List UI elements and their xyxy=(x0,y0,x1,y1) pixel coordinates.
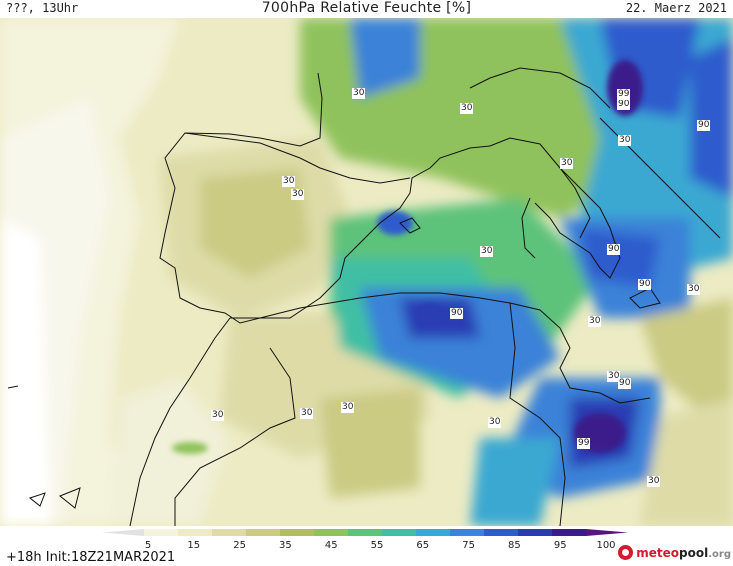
colorbar-tick-label: 65 xyxy=(416,540,429,550)
contour-label: 30 xyxy=(687,284,701,295)
colorbar-tick-label: 15 xyxy=(187,540,200,550)
meteopool-logo[interactable]: meteopool.org xyxy=(618,545,731,560)
contour-label: 90 xyxy=(450,308,464,319)
contour-label: 30 xyxy=(488,417,502,428)
colorbar-swatch xyxy=(178,529,213,536)
colorbar-swatch xyxy=(246,529,281,536)
contour-label: 30 xyxy=(618,135,632,146)
colorbar-tick-label: 75 xyxy=(462,540,475,550)
run-info: +18h Init:18Z21MAR2021 xyxy=(6,550,176,565)
contour-label: 30 xyxy=(588,316,602,327)
contour-label: 30 xyxy=(647,476,661,487)
contour-label: 30 xyxy=(282,176,296,187)
valid-time-label: ???, 13Uhr xyxy=(6,1,79,15)
contour-label: 99 xyxy=(577,438,591,449)
colorbar-swatch xyxy=(484,529,519,536)
colorbar-tick-label: 55 xyxy=(371,540,384,550)
contour-label: 90 xyxy=(697,120,711,131)
colorbar-swatches: 5 15 25 35 45 55 65 75 85 95 100 xyxy=(102,529,628,551)
colorbar-swatch xyxy=(144,529,179,536)
contour-label: 30 xyxy=(480,246,494,257)
contour-label: 30 xyxy=(300,408,314,419)
map-title: 700hPa Relative Feuchte [%] xyxy=(261,0,472,16)
colorbar-swatch xyxy=(102,529,144,536)
colorbar-swatch xyxy=(552,529,587,536)
logo-text: meteopool.org xyxy=(636,545,731,560)
colorbar-tick-label: 35 xyxy=(279,540,292,550)
colorbar-tick-label: 95 xyxy=(554,540,567,550)
contour-label: 30 xyxy=(607,371,621,382)
colorbar-tick-label: 25 xyxy=(233,540,246,550)
colorbar-tick-label: 85 xyxy=(508,540,521,550)
colorbar-swatch xyxy=(280,529,315,536)
colorbar-swatch xyxy=(382,529,417,536)
colorbar-swatch xyxy=(348,529,383,536)
contour-label: 90 xyxy=(618,378,632,389)
colorbar-swatch xyxy=(586,529,628,536)
colorbar-swatch xyxy=(314,529,349,536)
contour-label: 30 xyxy=(460,103,474,114)
colorbar-tick-label: 100 xyxy=(596,540,615,550)
contour-label: 30 xyxy=(211,410,225,421)
colorbar-swatch xyxy=(518,529,553,536)
colorbar-swatch xyxy=(450,529,485,536)
forecast-date: 22. Maerz 2021 xyxy=(625,1,727,15)
colorbar-swatch xyxy=(212,529,247,536)
contour-label: 90 xyxy=(607,244,621,255)
colorbar-tick-label: 45 xyxy=(325,540,338,550)
colorbar-tick-label: 5 xyxy=(145,540,151,550)
logo-icon xyxy=(618,545,634,560)
colorbar: 5 15 25 35 45 55 65 75 85 95 100 xyxy=(0,526,733,566)
contour-label: 30 xyxy=(352,88,366,99)
contour-label: 30 xyxy=(291,189,305,200)
contour-label: 90 xyxy=(617,99,631,110)
contour-label: 30 xyxy=(560,158,574,169)
contour-label: 30 xyxy=(341,402,355,413)
humidity-map: 30 30 30 30 30 30 30 30 30 30 30 30 30 3… xyxy=(0,18,733,526)
colorbar-swatch xyxy=(416,529,451,536)
contour-label: 90 xyxy=(638,279,652,290)
contour-label: 99 xyxy=(617,89,631,100)
